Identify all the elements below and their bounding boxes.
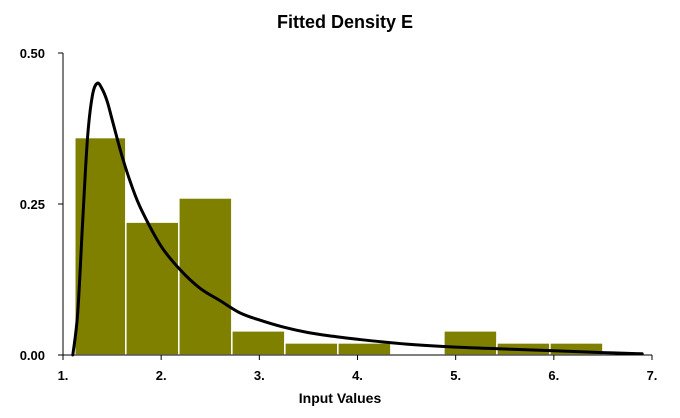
y-tick-label-2: 0.25 xyxy=(20,197,45,212)
histogram-bar-8 xyxy=(443,330,498,356)
histogram-bar-1 xyxy=(74,136,127,356)
histogram-bar-4 xyxy=(231,330,286,356)
histogram-bar-5 xyxy=(284,342,339,356)
x-axis-label: Input Values xyxy=(299,390,382,406)
fitted-density-curve xyxy=(71,81,644,357)
x-tick-label-2: 2. xyxy=(156,368,167,383)
y-tick-label-3: 0.50 xyxy=(20,46,45,61)
y-axis-ticks: 0.00 0.25 0.50 xyxy=(20,46,63,363)
density-curve-layer xyxy=(71,81,644,357)
histogram-bar-6 xyxy=(337,342,392,356)
x-tick-label-5: 5. xyxy=(450,368,461,383)
histogram-bars xyxy=(74,136,604,356)
y-tick-label-1: 0.00 xyxy=(20,348,45,363)
histogram-bar-2 xyxy=(125,221,180,356)
chart-title: Fitted Density E xyxy=(277,12,413,32)
x-axis-ticks: 1. 2. 3. 4. 5. 6. 7. xyxy=(58,355,658,383)
x-tick-label-7: 7. xyxy=(647,368,658,383)
x-tick-label-3: 3. xyxy=(254,368,265,383)
x-tick-label-6: 6. xyxy=(548,368,559,383)
x-tick-label-4: 4. xyxy=(352,368,363,383)
x-tick-label-1: 1. xyxy=(58,368,69,383)
